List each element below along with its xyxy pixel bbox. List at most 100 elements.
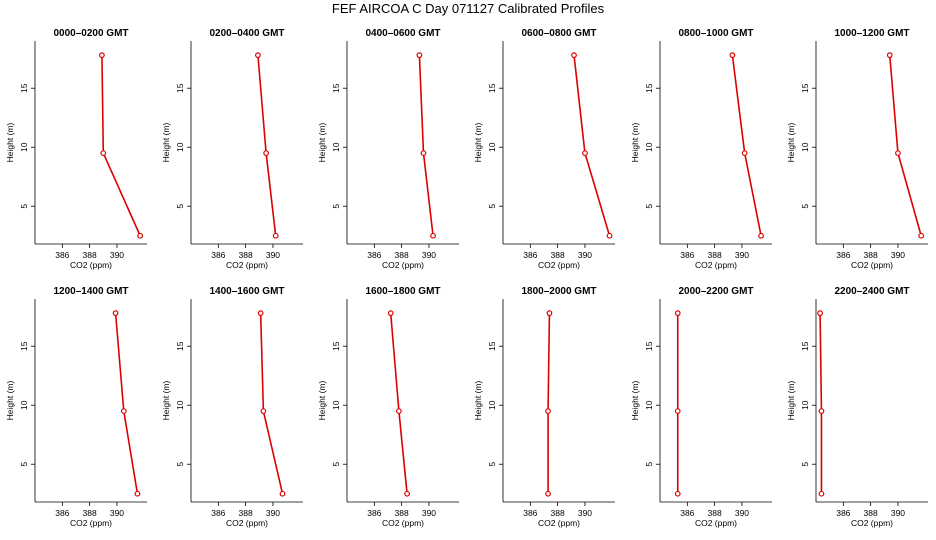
panel-9-y-tick-label: 5 [331,462,341,467]
panel-5-title: 0800–1000 GMT [678,28,753,39]
panel-4-x-tick-label: 390 [578,250,592,260]
panel-11-x-tick-label: 388 [708,508,722,518]
panel-1-profile-point [100,150,107,157]
panel-8-title: 1400–1600 GMT [209,286,284,297]
panel-4-profile-point [582,150,588,157]
panel-7-y-tick-label: 5 [19,462,29,467]
panel-2-profile-line [257,55,277,236]
panel-8-x-tick-label: 386 [211,508,225,518]
panel-8-y-label: Height (m) [161,381,171,421]
panel-5-x-tick-label: 386 [680,250,694,260]
panel-10-profile-point [546,310,553,317]
panel-4-profile-line [573,55,611,236]
panel-3-x-tick-label: 388 [395,250,409,260]
panel-9-profile-point [404,490,410,497]
panel-4-profile-point [571,52,577,59]
panel-1-y-tick-label: 5 [19,204,29,209]
panel-12-title: 2200–2400 GMT [834,286,909,297]
panel-5-y-label: Height (m) [630,123,640,163]
panel-10-x-tick-label: 386 [523,508,537,518]
panel-4-title: 0600–0800 GMT [521,28,596,39]
panel-2-title: 0200–0400 GMT [209,28,284,39]
panel-6-x-tick-label: 390 [891,250,905,260]
panel-3-profile-point [430,232,436,239]
panel-9-y-label: Height (m) [317,381,327,421]
panel-10-title: 1800–2000 GMT [521,286,596,297]
panel-4-y-tick-label: 15 [487,83,497,93]
panel-4-y-tick-label: 5 [487,204,497,209]
panel-2-profile-point [272,232,279,239]
panel-7-title: 1200–1400 GMT [53,286,128,297]
panel-7-profile-point [112,310,119,317]
panel-6-y-label: Height (m) [786,123,796,163]
panel-10-profile-point [545,408,551,415]
panel-7-x-tick-label: 390 [110,508,124,518]
panel-5-profile-line [731,55,762,236]
panel-3-x-tick-label: 390 [422,250,436,260]
panel-5-x-label: CO2 (ppm) [695,260,737,270]
panel-10-y-tick-label: 15 [487,341,497,351]
panel-10-y-label: Height (m) [473,381,483,421]
panel-10-x-tick-label: 390 [578,508,592,518]
panel-10-x-tick-label: 388 [551,508,565,518]
panel-10-y-tick-label: 5 [487,462,497,467]
panel-6-y-tick-label: 15 [800,83,810,93]
panel-12-x-tick-label: 386 [836,508,850,518]
panel-2-y-tick-label: 10 [175,142,185,152]
panel-5-y-tick-label: 10 [644,142,654,152]
panel-9-x-tick-label: 390 [422,508,436,518]
panel-3-y-label: Height (m) [317,123,327,163]
panel-10-profile-point [545,490,551,497]
panel-3-profile-point [420,150,427,157]
panel-8-profile-point [279,490,286,497]
panel-12-profile-line [819,313,823,494]
panel-7-x-label: CO2 (ppm) [70,518,112,528]
panel-8-profile-point [260,408,267,415]
panel-5-profile-point [741,150,748,157]
panel-7-profile-point [120,408,127,415]
panel-12-x-tick-label: 388 [864,508,878,518]
panel-4-profile-point [606,232,613,239]
panel-2-x-tick-label: 388 [239,250,253,260]
panel-11-profile-point [674,310,681,317]
panel-11-title: 2000–2200 GMT [678,286,753,297]
panel-10-profile-line [547,313,551,494]
panel-7-profile-line [114,313,139,494]
panel-2-y-tick-label: 5 [175,204,185,209]
panel-8-x-tick-label: 390 [266,508,280,518]
panel-8-y-tick-label: 15 [175,341,185,351]
panel-11-y-label: Height (m) [630,381,640,421]
panel-3-profile-line [418,55,434,236]
panel-8-x-tick-label: 388 [239,508,253,518]
panel-3-title: 0400–0600 GMT [365,28,440,39]
panel-7-x-tick-label: 388 [83,508,97,518]
panel-7-y-label: Height (m) [5,381,15,421]
panel-11-y-tick-label: 10 [644,400,654,410]
panel-3-x-tick-label: 386 [367,250,381,260]
panel-1-y-tick-label: 10 [19,142,29,152]
panel-9-x-tick-label: 386 [367,508,381,518]
panel-11-profile-point [674,490,681,497]
panel-10-y-tick-label: 10 [487,400,497,410]
panel-11-x-label: CO2 (ppm) [695,518,737,528]
panel-6-x-tick-label: 388 [864,250,878,260]
panel-6-profile-point [918,232,925,239]
panel-3-y-tick-label: 10 [331,142,341,152]
panel-5-x-tick-label: 388 [708,250,722,260]
panel-12-y-tick-label: 15 [800,341,810,351]
panel-1-x-tick-label: 386 [55,250,69,260]
panel-1-x-tick-label: 388 [83,250,97,260]
panel-1-y-tick-label: 15 [19,83,29,93]
panel-11-y-tick-label: 5 [644,462,654,467]
panel-9-profile-line [389,313,408,494]
panel-3-y-tick-label: 5 [331,204,341,209]
panel-9-title: 1600–1800 GMT [365,286,440,297]
panel-2-x-tick-label: 386 [211,250,225,260]
panel-12-y-label: Height (m) [786,381,796,421]
panel-11-x-tick-label: 386 [680,508,694,518]
figure-title: FEF AIRCOA C Day 071127 Calibrated Profi… [331,1,605,16]
panel-8-y-tick-label: 5 [175,462,185,467]
panel-3-profile-point [416,52,423,59]
panel-9-profile-point [387,310,394,317]
